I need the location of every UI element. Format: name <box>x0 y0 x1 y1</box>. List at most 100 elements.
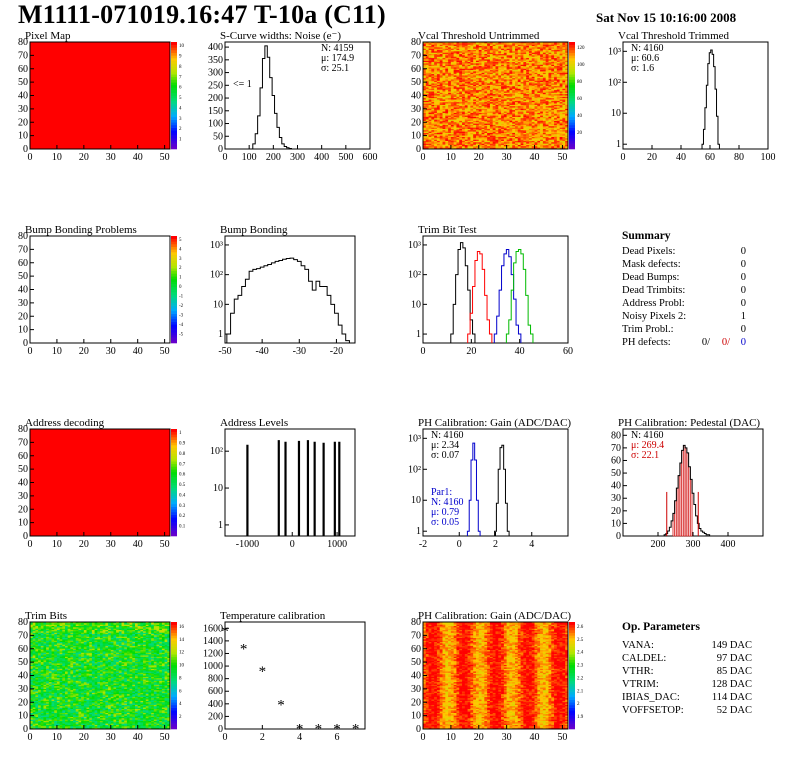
heatmap-cell <box>484 64 488 67</box>
palette-band <box>171 138 177 142</box>
heatmap-cell <box>456 54 460 56</box>
heatmap-cell <box>523 142 527 144</box>
heatmap-cell <box>565 48 569 51</box>
heatmap-cell <box>487 78 491 80</box>
heatmap-cell <box>484 80 488 83</box>
heatmap-cell <box>501 78 505 80</box>
heatmap-cell <box>462 142 466 144</box>
heatmap-cell <box>559 111 563 114</box>
palette-band <box>171 270 177 274</box>
heatmap-cell <box>445 87 449 90</box>
heatmap-cell <box>509 67 513 70</box>
y-tick-label: 0 <box>416 144 421 155</box>
heatmap-cell <box>473 132 477 135</box>
heatmap-cell <box>448 146 452 148</box>
heatmap-cell <box>526 54 530 56</box>
heatmap-cell <box>489 126 494 128</box>
heatmap-cell <box>540 136 544 139</box>
heatmap-cell <box>554 67 558 70</box>
heatmap-cell <box>534 83 538 86</box>
heatmap-cell <box>512 138 516 140</box>
heatmap-cell <box>489 83 494 86</box>
palette-band <box>171 257 177 261</box>
heatmap-cell <box>489 87 494 90</box>
heatmap-cell <box>556 118 560 120</box>
heatmap-cell <box>434 80 438 83</box>
heatmap-cell <box>436 100 441 103</box>
heatmap-cell <box>473 99 477 102</box>
heatmap-cell <box>478 104 482 107</box>
heatmap-cell <box>523 67 527 70</box>
heatmap-cell <box>540 116 544 119</box>
heatmap-cell <box>453 76 457 79</box>
heatmap-cell <box>475 60 480 63</box>
heatmap-cell <box>423 124 427 127</box>
heatmap-cell <box>470 76 474 79</box>
heatmap-cell <box>531 56 535 59</box>
heatmap-cell <box>481 142 485 144</box>
heatmap-cell <box>554 56 558 59</box>
heatmap-cell <box>548 103 552 106</box>
heatmap-cell <box>484 98 488 100</box>
heatmap-cell <box>30 639 33 642</box>
heatmap-cell <box>478 59 482 62</box>
heatmap-cell <box>481 47 485 49</box>
heatmap-cell <box>450 58 454 60</box>
heatmap-cell <box>542 80 546 83</box>
heatmap-cell <box>450 79 454 82</box>
heatmap-cell <box>475 110 480 112</box>
heatmap-cell <box>495 123 499 126</box>
heatmap-cell <box>520 110 524 112</box>
heatmap-cell <box>35 667 39 670</box>
heatmap-cell <box>484 123 488 126</box>
heatmap-cell <box>484 130 488 132</box>
heatmap-cell <box>456 135 460 138</box>
heatmap-cell <box>473 104 477 107</box>
heatmap-cell <box>442 48 446 51</box>
palette-band <box>171 310 177 314</box>
heatmap-cell <box>551 51 555 53</box>
heatmap-cell <box>537 48 541 51</box>
heatmap-cell <box>436 64 441 67</box>
heatmap-cell <box>425 86 429 88</box>
heatmap-cell <box>548 56 552 59</box>
heatmap-cell <box>523 122 527 124</box>
heatmap-cell <box>512 116 516 119</box>
heatmap-cell <box>503 119 507 122</box>
heatmap-cell <box>526 84 530 87</box>
heatmap-cell <box>439 115 443 118</box>
heatmap-cell <box>542 98 546 100</box>
heatmap-cell <box>428 96 432 99</box>
heatmap-cell <box>498 118 502 120</box>
heatmap-cell <box>503 98 507 100</box>
heatmap-cell <box>531 139 535 142</box>
heatmap-cell <box>501 143 505 146</box>
y-tick-label: 80 <box>18 37 28 48</box>
heatmap-cell <box>475 131 480 134</box>
heatmap-cell <box>35 651 39 654</box>
heatmap-cell <box>515 92 519 95</box>
heatmap-cell <box>450 42 454 44</box>
heatmap-cell <box>423 75 427 78</box>
heatmap-cell <box>436 87 441 90</box>
heatmap-cell <box>528 50 533 52</box>
heatmap-cell <box>30 628 33 631</box>
heatmap-cell <box>540 102 544 104</box>
heatmap-cell <box>506 107 510 110</box>
heatmap-cell <box>517 95 521 98</box>
heatmap-cell <box>434 130 438 132</box>
heatmap-cell <box>473 64 477 67</box>
heatmap-cell <box>526 67 530 70</box>
palette-band <box>171 429 177 432</box>
heatmap-cell <box>425 70 429 72</box>
heatmap-cell <box>436 107 441 110</box>
heatmap-cell <box>520 59 524 62</box>
heatmap-cell <box>509 75 513 78</box>
heatmap-cell <box>526 140 530 143</box>
heatmap-cell <box>551 63 555 66</box>
heatmap-cell <box>459 94 463 96</box>
heatmap-cell <box>423 92 427 95</box>
heatmap-cell <box>32 722 36 724</box>
heatmap-cell <box>489 79 494 82</box>
heatmap-cell <box>450 48 454 51</box>
